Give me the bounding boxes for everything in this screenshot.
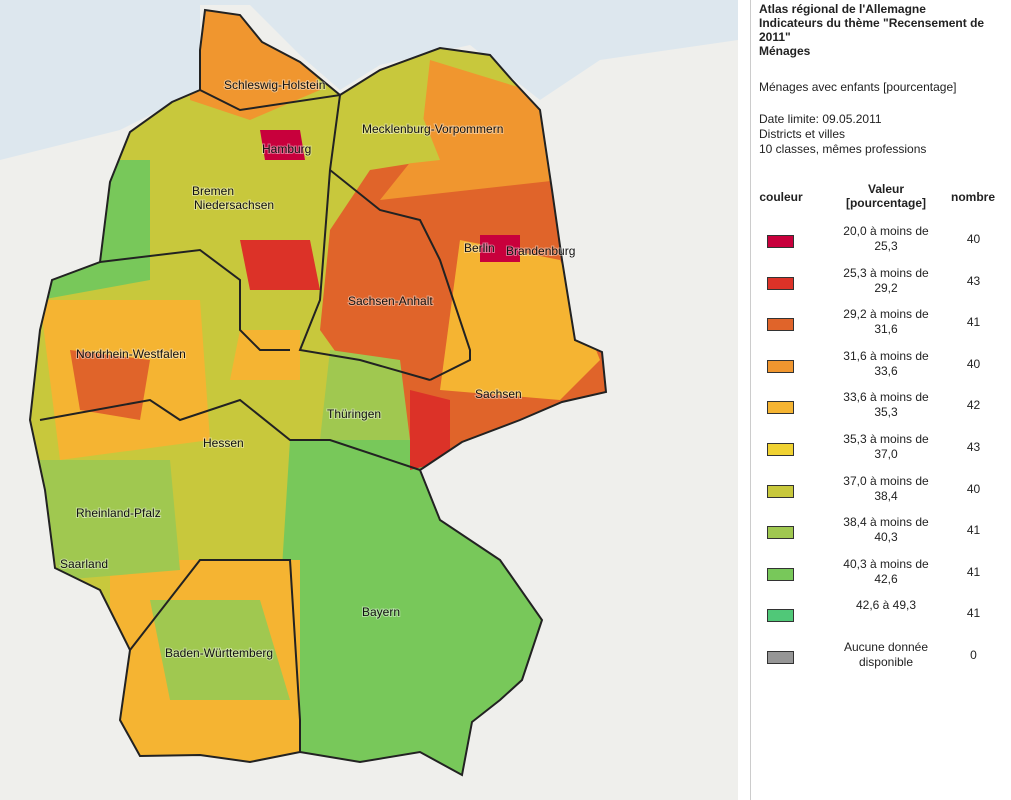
legend-count: 42 bbox=[966, 398, 981, 413]
legend-label: 42,6 à 49,3 bbox=[855, 598, 917, 613]
map: Schleswig-Holstein Hamburg Mecklenburg-Vor… bbox=[0, 0, 738, 800]
state-label: Brandenburg bbox=[506, 244, 575, 258]
legend-row: 29,2 à moins de 31,6 41 bbox=[751, 307, 1011, 347]
district-area bbox=[380, 60, 560, 200]
legend-row: 33,6 à moins de 35,3 42 bbox=[751, 390, 1011, 430]
legend-label: 29,2 à moins de 31,6 bbox=[843, 307, 929, 337]
legend-count: 41 bbox=[966, 564, 981, 579]
legend-row: 35,3 à moins de 37,0 43 bbox=[751, 432, 1011, 472]
legend-label: 25,3 à moins de 29,2 bbox=[843, 265, 929, 295]
legend-swatch bbox=[767, 651, 794, 664]
legend-label: 38,4 à moins de 40,3 bbox=[843, 515, 929, 545]
legend-swatch bbox=[767, 484, 794, 498]
legend-swatch bbox=[767, 443, 794, 456]
info-line: Districts et villes bbox=[759, 127, 846, 141]
legend-swatch bbox=[767, 567, 794, 581]
legend-row: 25,3 à moins de 29,2 43 bbox=[751, 266, 1011, 306]
legend-swatch bbox=[767, 609, 794, 623]
legend-row: 40,3 à moins de 42,6 41 bbox=[751, 557, 1011, 597]
header: Atlas régional de l'Allemagne Indicateur… bbox=[759, 2, 999, 58]
legend-row: 37,0 à moins de 38,4 40 bbox=[751, 474, 1011, 514]
legend-label: 37,0 à moins de 38,4 bbox=[843, 473, 929, 503]
district-area bbox=[150, 600, 290, 700]
info-line: 10 classes, mêmes professions bbox=[759, 142, 927, 156]
legend-label: 33,6 à moins de 35,3 bbox=[843, 390, 929, 420]
legend-label: 35,3 à moins de 37,0 bbox=[843, 432, 929, 461]
state-label: Niedersachsen bbox=[194, 198, 274, 212]
sea bbox=[0, 0, 738, 160]
state-label: Mecklenburg-Vorpommern bbox=[362, 122, 503, 136]
district-area bbox=[260, 130, 305, 160]
district-area bbox=[30, 460, 180, 580]
state-label: Sachsen-Anhalt bbox=[348, 294, 433, 308]
legend-count: 43 bbox=[966, 273, 981, 288]
state-border bbox=[298, 169, 431, 381]
indicator: Ménages avec enfants [pourcentage] bbox=[759, 80, 957, 94]
header-line: Indicateurs du thème "Recensement de 201… bbox=[759, 16, 985, 44]
district-area bbox=[330, 100, 440, 170]
state-label: Bayern bbox=[362, 605, 400, 619]
legend-label: Aucune donnée disponible bbox=[843, 640, 929, 669]
legend-row: 38,4 à moins de 40,3 41 bbox=[751, 515, 1011, 555]
legend-count: 0 bbox=[970, 648, 977, 662]
district-area bbox=[410, 390, 450, 470]
side-panel: Atlas régional de l'Allemagne Indicateur… bbox=[750, 0, 1011, 800]
district-area bbox=[440, 240, 600, 400]
state-border bbox=[39, 398, 421, 471]
state-label: Schleswig-Holstein bbox=[224, 78, 325, 92]
district-area bbox=[240, 240, 320, 290]
legend-count: 40 bbox=[966, 481, 981, 496]
state-label: Sachsen bbox=[475, 387, 522, 401]
legend-swatch bbox=[767, 318, 794, 332]
state-label: Bremen bbox=[192, 184, 234, 198]
state-label: Berlin bbox=[464, 241, 495, 255]
state-label: Baden-Württemberg bbox=[165, 646, 273, 660]
legend-count: 41 bbox=[966, 606, 981, 621]
state-border bbox=[129, 559, 301, 752]
legend-count: 41 bbox=[966, 315, 981, 330]
legend-count: 40 bbox=[966, 356, 981, 371]
legend-label: 20,0 à moins de 25,3 bbox=[843, 224, 929, 253]
legend-row: 31,6 à moins de 33,6 40 bbox=[751, 349, 1011, 389]
legend-column: nombre bbox=[950, 190, 995, 204]
legend-swatch bbox=[767, 276, 794, 290]
legend-swatch bbox=[767, 359, 794, 373]
legend-swatch bbox=[767, 526, 794, 540]
district-area bbox=[480, 235, 520, 262]
state-label: Hamburg bbox=[262, 142, 311, 156]
district-area bbox=[320, 350, 410, 440]
info-line: Date limite: 09.05.2011 bbox=[759, 112, 882, 126]
legend-row: Aucune donnée disponible 0 bbox=[751, 640, 1011, 680]
header-line: Atlas régional de l'Allemagne bbox=[759, 2, 926, 16]
state-label: Nordrhein-Westfalen bbox=[76, 347, 186, 361]
district-area bbox=[70, 350, 150, 420]
legend-count: 40 bbox=[966, 232, 981, 246]
state-label: Rheinland-Pfalz bbox=[76, 506, 161, 520]
district-area bbox=[230, 330, 300, 380]
legend-column: Valeur [pourcentage] bbox=[845, 182, 926, 210]
legend-swatch bbox=[767, 401, 794, 415]
state-label: Thüringen bbox=[327, 407, 381, 421]
legend-label: 40,3 à moins de 42,6 bbox=[843, 556, 929, 586]
legend-label: 31,6 à moins de 33,6 bbox=[843, 348, 929, 378]
state-label: Hessen bbox=[203, 436, 244, 450]
legend-count: 43 bbox=[966, 440, 981, 454]
state-border bbox=[199, 89, 471, 381]
state-border bbox=[99, 248, 290, 351]
legend-swatch bbox=[767, 235, 794, 248]
state-label: Saarland bbox=[60, 557, 108, 571]
legend-row: 42,6 à 49,3 41 bbox=[751, 598, 1011, 638]
header-line: Ménages bbox=[759, 44, 811, 58]
legend-row: 20,0 à moins de 25,3 40 bbox=[751, 224, 1011, 264]
legend-count: 41 bbox=[966, 523, 981, 538]
info: Date limite: 09.05.2011 Districts et vil… bbox=[759, 112, 1011, 157]
legend-column: couleur bbox=[759, 190, 803, 204]
